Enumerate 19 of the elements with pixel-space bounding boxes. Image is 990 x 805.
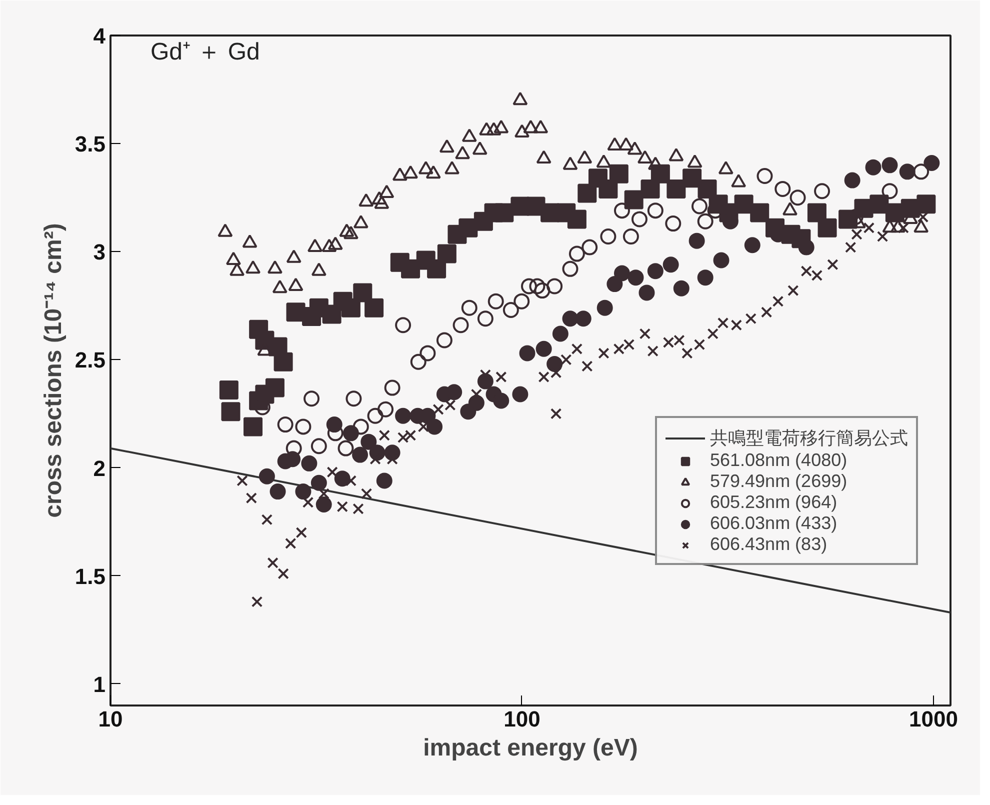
x-tick-label: 1000 [908, 706, 958, 732]
y-tick-label: 3 [93, 240, 106, 265]
y-tick-label: 2.5 [74, 348, 106, 373]
x-tick-label: 10 [98, 706, 123, 732]
annotation: Gd⁺ ＋ Gd [150, 38, 260, 66]
legend-label: 606.43nm (83) [710, 534, 828, 555]
y-tick-label: 4 [93, 24, 106, 48]
y-axis-title: cross sections (10⁻¹⁴ cm²) [40, 223, 67, 518]
x-tick-label: 100 [504, 706, 540, 732]
y-tick-label: 2 [93, 456, 106, 481]
legend-label: 共鳴型電荷移行簡易公式 [710, 427, 908, 450]
legend-label: 579.49nm (2699) [710, 471, 848, 492]
y-tick-label: 1 [93, 672, 106, 697]
y-tick-label: 3.5 [74, 132, 106, 157]
legend-label: 606.03nm (433) [710, 513, 838, 534]
x-axis-title: impact energy (eV) [423, 734, 638, 762]
legend-label: 605.23nm (964) [710, 492, 838, 513]
legend-label: 561.08nm (4080) [710, 450, 848, 471]
y-tick-label: 1.5 [74, 564, 106, 589]
